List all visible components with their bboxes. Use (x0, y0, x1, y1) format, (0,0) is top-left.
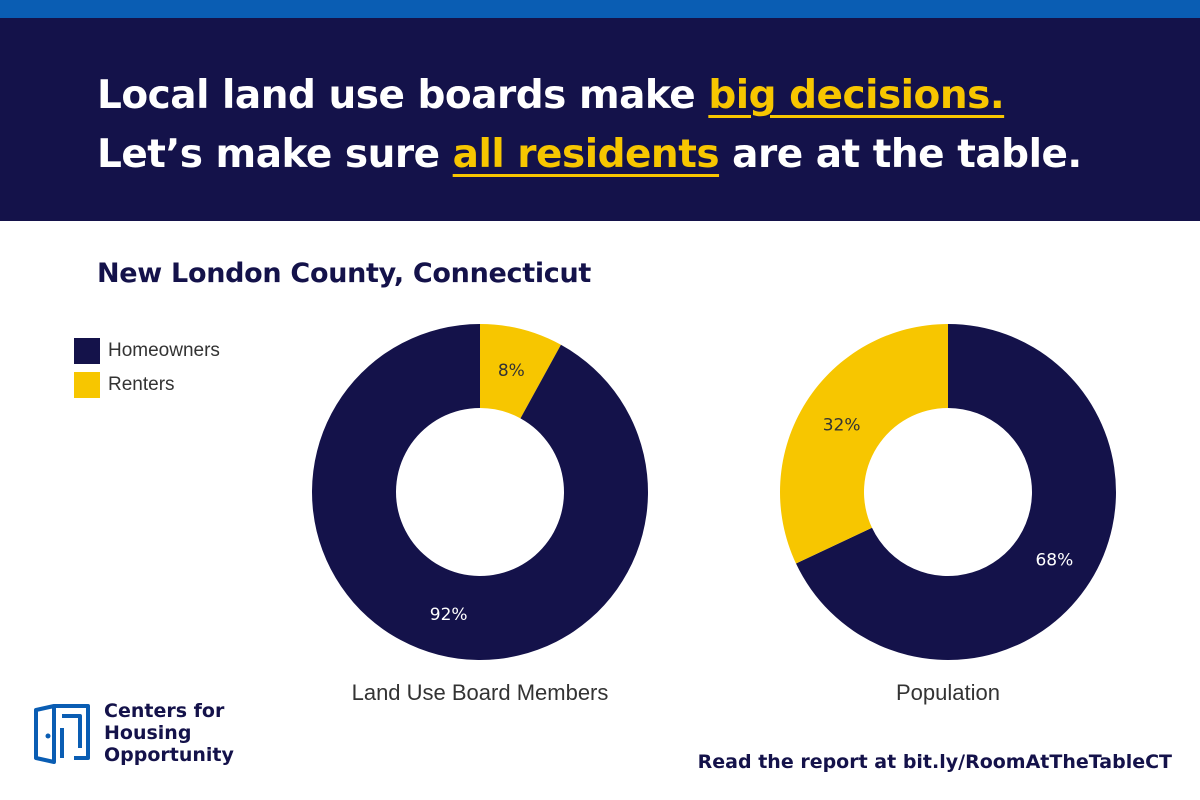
legend-item-homeowners: Homeowners (74, 334, 220, 368)
header-banner: Local land use boards make big decisions… (0, 18, 1200, 221)
legend: Homeowners Renters (74, 334, 220, 402)
chart-subtitle: New London County, Connecticut (97, 258, 592, 289)
slice-label-homeowners: 68% (1035, 551, 1073, 571)
chart-caption: Population (896, 680, 1000, 705)
slice-label-homeowners: 92% (430, 605, 468, 625)
logo-text: Centers for Housing Opportunity (104, 700, 234, 766)
donut-chart-board-members: 8% 92% Land Use Board Members (312, 324, 648, 705)
headline-2-suffix: are at the table. (719, 132, 1082, 177)
headline-2-prefix: Let’s make sure (97, 132, 453, 177)
legend-label-homeowners: Homeowners (108, 340, 220, 361)
slice-label-renters: 8% (498, 361, 525, 381)
slice-renters (480, 324, 561, 419)
logo: Centers for Housing Opportunity (30, 700, 234, 766)
headline-1-prefix: Local land use boards make (97, 73, 709, 118)
headline-1-highlight: big decisions. (708, 73, 1005, 118)
headline-2-highlight: all residents (452, 132, 720, 177)
logo-line-3: Opportunity (104, 744, 234, 766)
donut-chart-population: 68% 32% Population (780, 324, 1116, 705)
legend-swatch-renters (74, 372, 100, 398)
door-icon (34, 704, 90, 764)
slice-label-renters: 32% (823, 415, 861, 435)
headline-line-1: Local land use boards make big decisions… (97, 73, 1005, 118)
headline-line-2: Let’s make sure all residents are at the… (97, 135, 1082, 174)
legend-swatch-homeowners (74, 338, 100, 364)
logo-line-2: Housing (104, 722, 192, 744)
slice-renters (780, 324, 948, 564)
chart-caption: Land Use Board Members (352, 680, 609, 705)
report-link[interactable]: Read the report at bit.ly/RoomAtTheTable… (697, 751, 1172, 773)
logo-line-1: Centers for (104, 700, 225, 722)
slice-homeowners (312, 324, 648, 660)
top-stripe (0, 0, 1200, 18)
slice-homeowners (795, 324, 1116, 661)
legend-item-renters: Renters (74, 368, 220, 402)
legend-label-renters: Renters (108, 374, 175, 395)
